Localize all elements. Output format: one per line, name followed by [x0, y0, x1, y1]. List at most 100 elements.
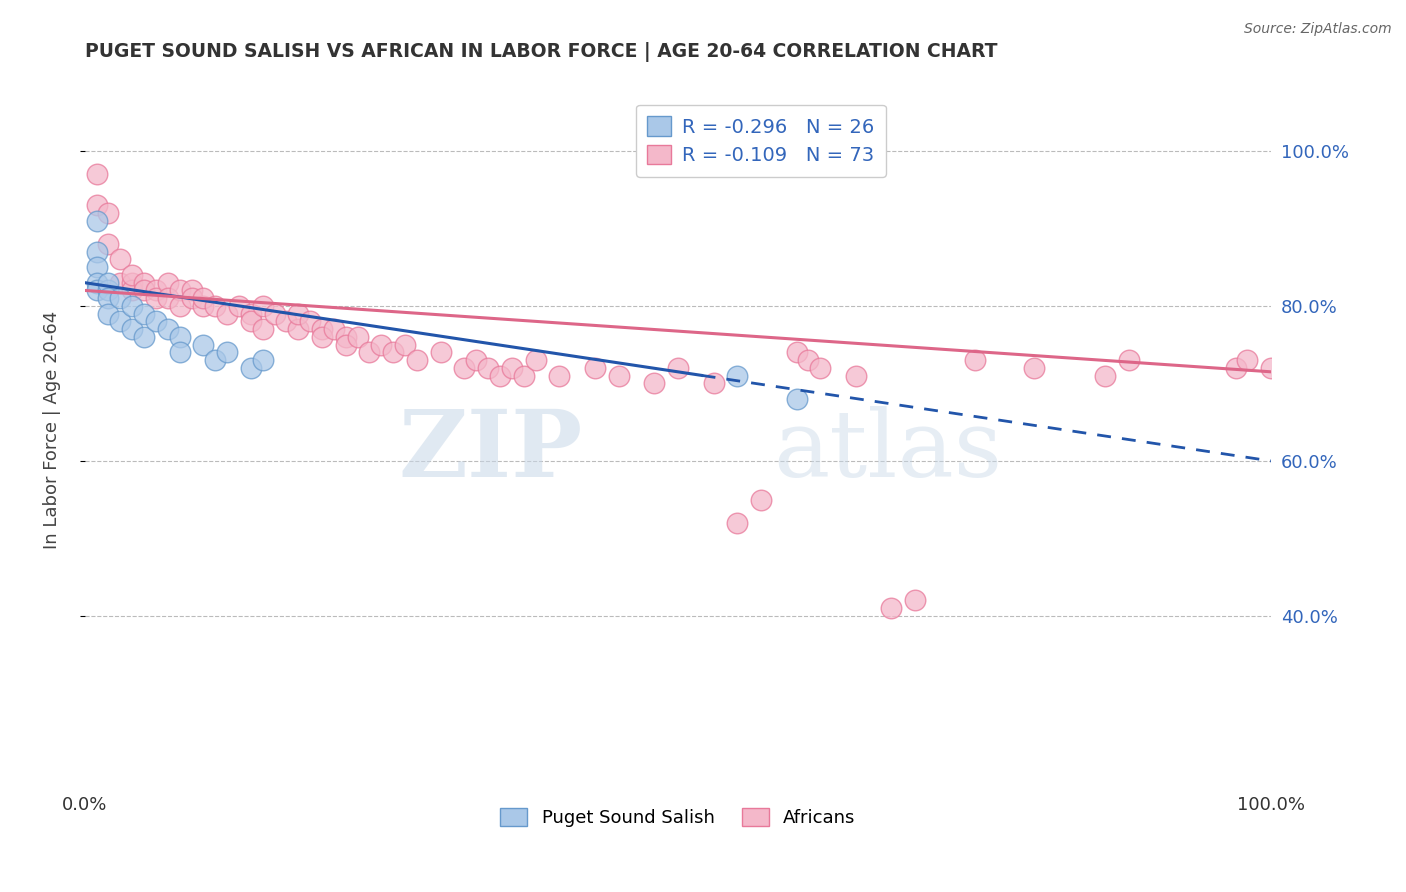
Point — [193, 299, 215, 313]
Point — [501, 360, 523, 375]
Point — [702, 376, 724, 391]
Point — [228, 299, 250, 313]
Point — [335, 330, 357, 344]
Point — [169, 345, 191, 359]
Point — [97, 291, 120, 305]
Point — [110, 314, 132, 328]
Point — [121, 322, 143, 336]
Text: Source: ZipAtlas.com: Source: ZipAtlas.com — [1244, 22, 1392, 37]
Point — [193, 291, 215, 305]
Point — [429, 345, 451, 359]
Point — [121, 268, 143, 282]
Point — [156, 322, 179, 336]
Point — [145, 284, 167, 298]
Point — [287, 307, 309, 321]
Point — [86, 167, 108, 181]
Point — [180, 284, 202, 298]
Legend: Puget Sound Salish, Africans: Puget Sound Salish, Africans — [494, 801, 863, 835]
Point — [607, 368, 630, 383]
Point — [156, 291, 179, 305]
Point — [453, 360, 475, 375]
Point — [86, 198, 108, 212]
Point — [145, 314, 167, 328]
Point — [963, 353, 986, 368]
Point — [382, 345, 405, 359]
Text: PUGET SOUND SALISH VS AFRICAN IN LABOR FORCE | AGE 20-64 CORRELATION CHART: PUGET SOUND SALISH VS AFRICAN IN LABOR F… — [84, 42, 997, 62]
Point — [110, 291, 132, 305]
Point — [548, 368, 571, 383]
Point — [904, 593, 927, 607]
Point — [346, 330, 368, 344]
Point — [132, 307, 155, 321]
Point — [359, 345, 381, 359]
Point — [299, 314, 322, 328]
Point — [97, 236, 120, 251]
Point — [797, 353, 820, 368]
Point — [239, 307, 262, 321]
Point — [97, 284, 120, 298]
Point — [749, 492, 772, 507]
Point — [276, 314, 298, 328]
Point — [110, 276, 132, 290]
Point — [169, 330, 191, 344]
Point — [252, 299, 274, 313]
Point — [477, 360, 499, 375]
Point — [311, 322, 333, 336]
Point — [643, 376, 665, 391]
Point — [204, 353, 226, 368]
Point — [725, 368, 748, 383]
Point — [132, 284, 155, 298]
Point — [86, 284, 108, 298]
Point — [524, 353, 547, 368]
Point — [666, 360, 689, 375]
Text: atlas: atlas — [773, 407, 1002, 496]
Point — [322, 322, 344, 336]
Y-axis label: In Labor Force | Age 20-64: In Labor Force | Age 20-64 — [44, 310, 60, 549]
Point — [121, 276, 143, 290]
Point — [97, 307, 120, 321]
Point — [1094, 368, 1116, 383]
Point — [121, 299, 143, 313]
Point — [156, 276, 179, 290]
Point — [370, 337, 392, 351]
Point — [1118, 353, 1140, 368]
Point — [880, 601, 903, 615]
Point — [132, 276, 155, 290]
Point — [465, 353, 488, 368]
Point — [110, 252, 132, 267]
Point — [97, 276, 120, 290]
Point — [217, 307, 239, 321]
Point — [252, 322, 274, 336]
Point — [1260, 360, 1282, 375]
Point — [239, 360, 262, 375]
Point — [725, 516, 748, 530]
Point — [406, 353, 429, 368]
Point — [786, 345, 808, 359]
Point — [86, 213, 108, 227]
Point — [193, 337, 215, 351]
Point — [808, 360, 831, 375]
Point — [583, 360, 606, 375]
Point — [512, 368, 534, 383]
Text: ZIP: ZIP — [399, 407, 583, 496]
Point — [97, 206, 120, 220]
Point — [132, 330, 155, 344]
Point — [287, 322, 309, 336]
Point — [1022, 360, 1045, 375]
Point — [180, 291, 202, 305]
Point — [845, 368, 868, 383]
Point — [204, 299, 226, 313]
Point — [121, 284, 143, 298]
Point — [489, 368, 512, 383]
Point — [1225, 360, 1247, 375]
Point — [239, 314, 262, 328]
Point — [263, 307, 285, 321]
Point — [86, 244, 108, 259]
Point — [786, 392, 808, 406]
Point — [145, 291, 167, 305]
Point — [86, 260, 108, 275]
Point — [1236, 353, 1258, 368]
Point — [169, 284, 191, 298]
Point — [217, 345, 239, 359]
Point — [169, 299, 191, 313]
